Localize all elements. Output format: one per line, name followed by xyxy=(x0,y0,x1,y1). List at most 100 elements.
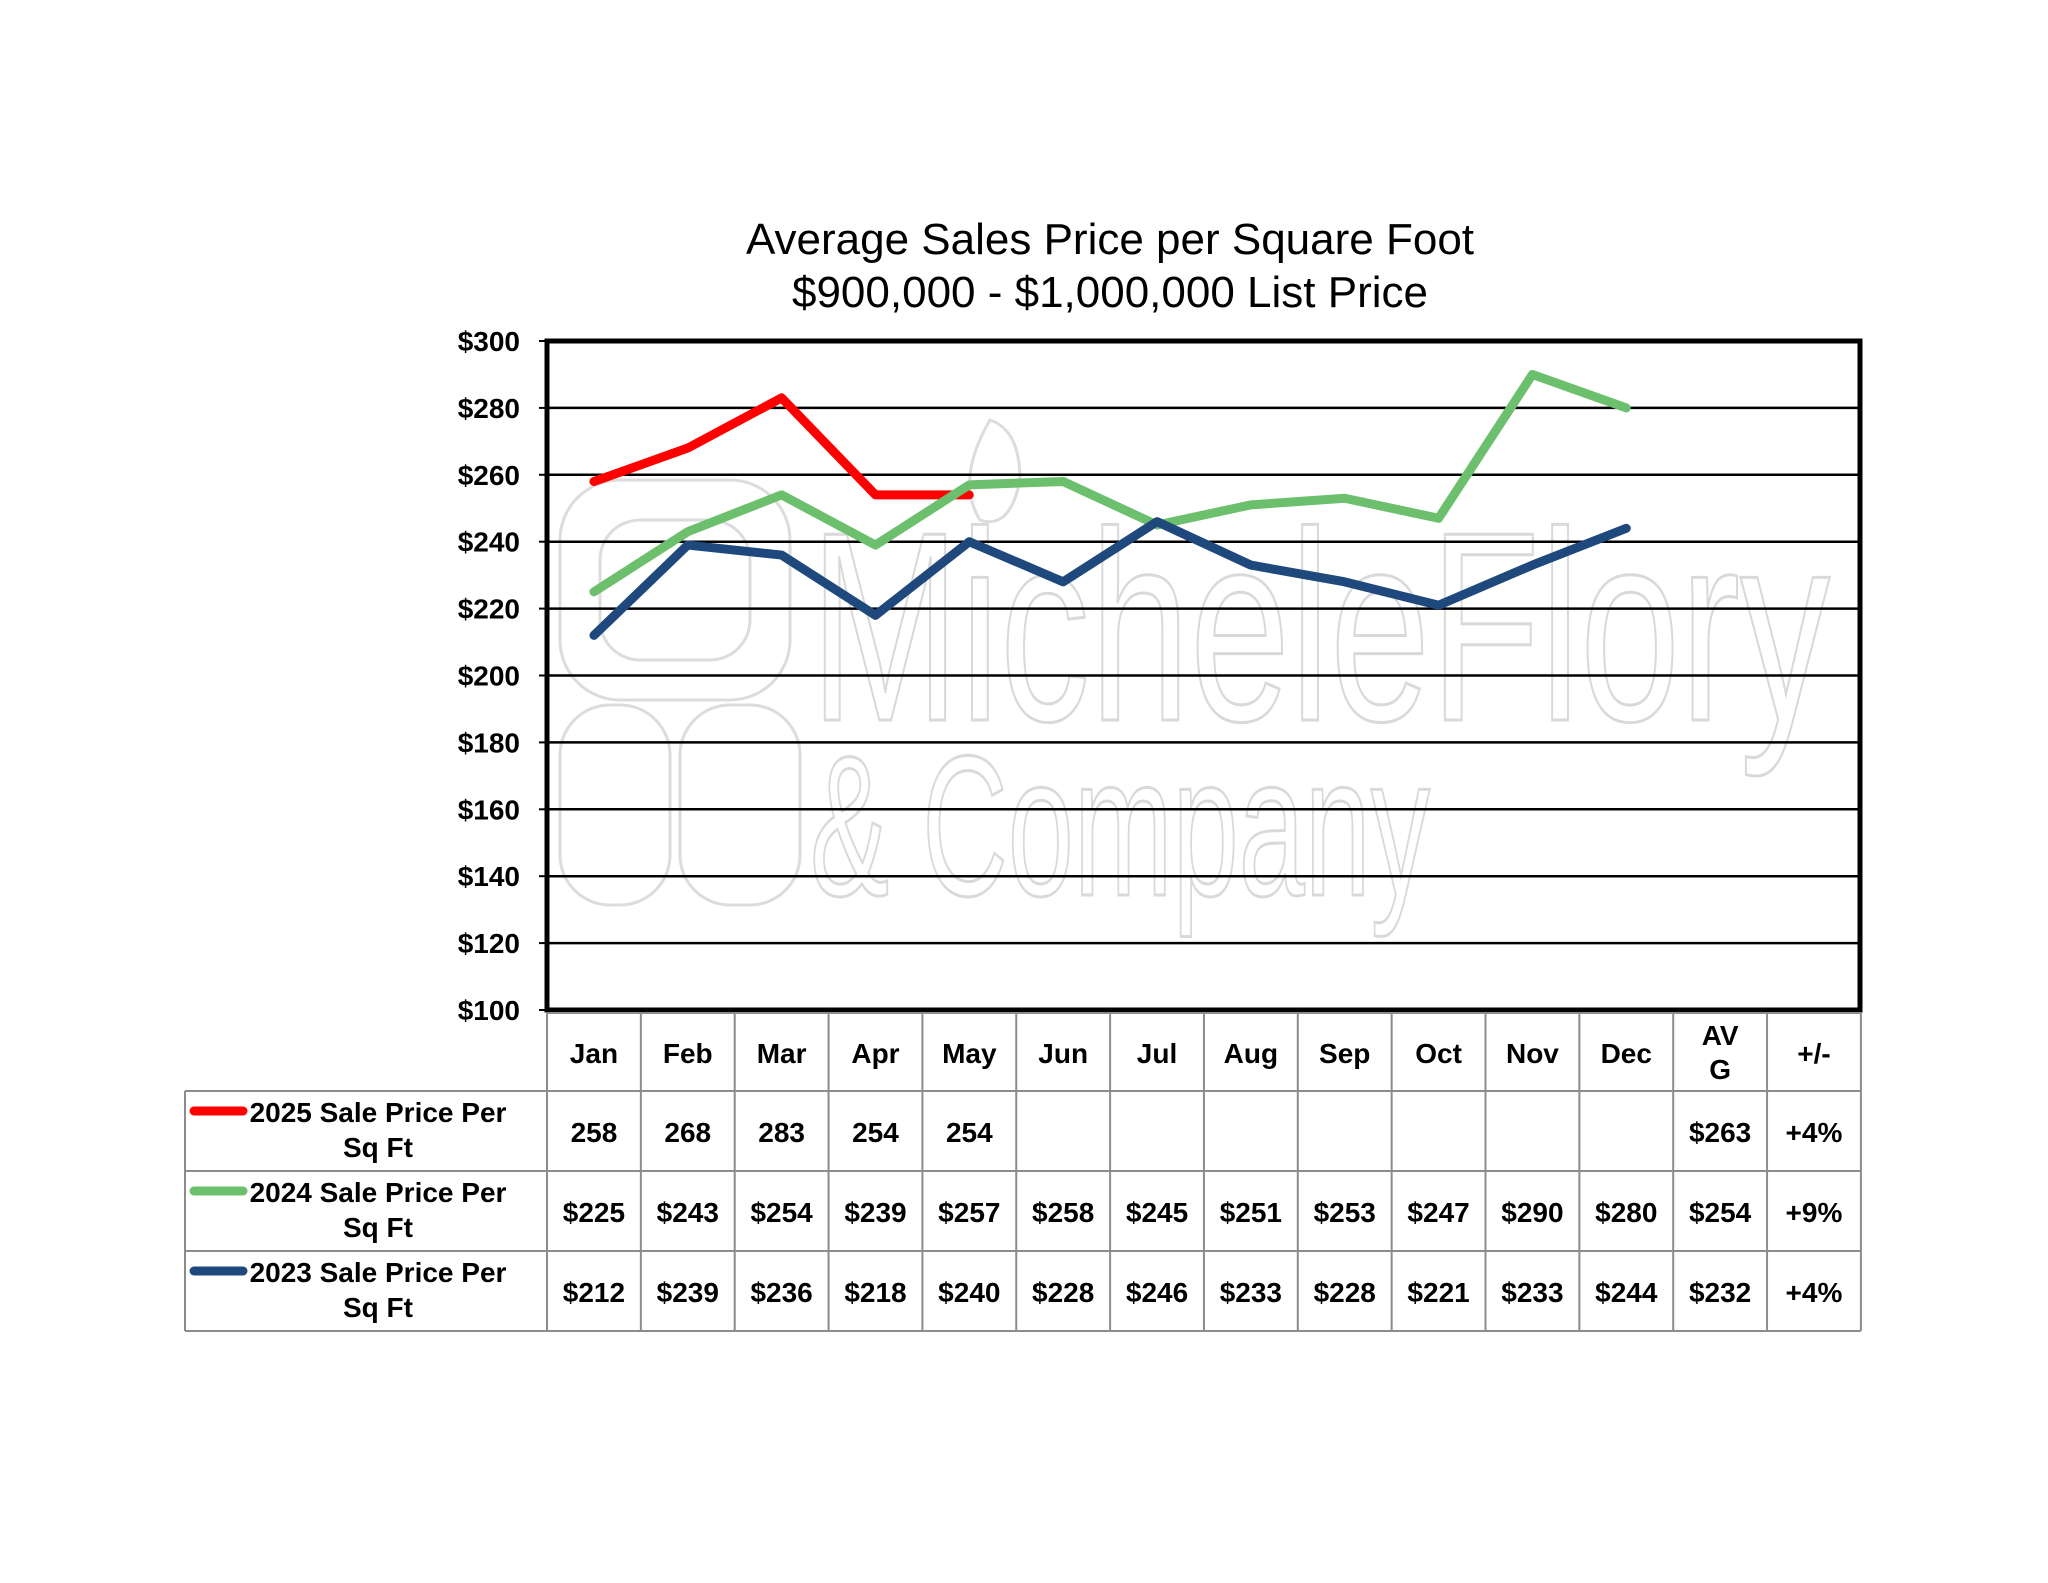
legend-label: 2025 Sale Price Per xyxy=(250,1097,507,1128)
x-tick-label: Jun xyxy=(1038,1038,1088,1069)
table-cell: $233 xyxy=(1220,1277,1282,1308)
data-point xyxy=(779,395,784,400)
chart-subtitle: $900,000 - $1,000,000 List Price xyxy=(792,268,1428,317)
data-point xyxy=(1342,496,1347,501)
x-tick-label: Jul xyxy=(1137,1038,1177,1069)
table-cell: $239 xyxy=(844,1197,906,1228)
data-point xyxy=(967,492,972,497)
data-point xyxy=(873,492,878,497)
data-point xyxy=(1061,479,1066,484)
table-cell: $221 xyxy=(1407,1277,1469,1308)
table-cell: $254 xyxy=(750,1197,813,1228)
table-cell-avg: $263 xyxy=(1689,1117,1751,1148)
legend-label: Sq Ft xyxy=(343,1212,413,1243)
table-cell: $212 xyxy=(563,1277,625,1308)
data-point xyxy=(1248,502,1253,507)
table-cell: $290 xyxy=(1501,1197,1563,1228)
table-cell: 254 xyxy=(946,1117,993,1148)
x-tick-label: Nov xyxy=(1506,1038,1559,1069)
data-point xyxy=(779,492,784,497)
y-tick-label: $280 xyxy=(458,393,520,424)
watermark: MicheleFlory & Company xyxy=(558,418,1832,940)
table-header-label: AV xyxy=(1702,1020,1739,1051)
data-point xyxy=(685,529,690,534)
table-cell: $247 xyxy=(1407,1197,1469,1228)
x-tick-label: Mar xyxy=(757,1038,807,1069)
data-point xyxy=(685,543,690,548)
data-point xyxy=(591,479,596,484)
legend-label: Sq Ft xyxy=(343,1132,413,1163)
table-cell-avg: $254 xyxy=(1689,1197,1752,1228)
data-point xyxy=(1624,526,1629,531)
legend-label: 2024 Sale Price Per xyxy=(250,1177,507,1208)
table-header-label: +/- xyxy=(1797,1038,1830,1069)
x-tick-label: Aug xyxy=(1224,1038,1278,1069)
table-cell: $280 xyxy=(1595,1197,1657,1228)
table-cell: $233 xyxy=(1501,1277,1563,1308)
y-axis: $100 $120 $140 $160 $180 $200 $220 $240 $260 $280… xyxy=(458,326,547,1026)
y-tick-label: $260 xyxy=(458,460,520,491)
table-cell: $246 xyxy=(1126,1277,1188,1308)
y-tick-label: $240 xyxy=(458,527,520,558)
x-tick-label: Jan xyxy=(570,1038,618,1069)
x-tick-label: Dec xyxy=(1601,1038,1652,1069)
table-cell: $225 xyxy=(563,1197,625,1228)
x-tick-label: May xyxy=(942,1038,997,1069)
table-cell: $251 xyxy=(1220,1197,1282,1228)
plot-frame xyxy=(544,338,1863,1013)
table-cell: $258 xyxy=(1032,1197,1094,1228)
data-point xyxy=(779,553,784,558)
table-cell: 254 xyxy=(852,1117,899,1148)
data-point xyxy=(1155,519,1160,524)
y-tick-label: $120 xyxy=(458,928,520,959)
table-cell-avg: $232 xyxy=(1689,1277,1751,1308)
watermark-line2: & Company xyxy=(810,715,1430,938)
data-point xyxy=(1061,579,1066,584)
data-table: Jan Feb Mar Apr May Jun Jul Aug Sep Oct Nov Dec AVG +… xyxy=(184,1012,1862,1332)
data-point xyxy=(1436,516,1441,521)
table-cell: 258 xyxy=(571,1117,618,1148)
data-point xyxy=(967,539,972,544)
table-cell: $240 xyxy=(938,1277,1000,1308)
data-point xyxy=(685,446,690,451)
x-tick-label: Oct xyxy=(1415,1038,1462,1069)
series-line xyxy=(589,369,1631,597)
table-cell-change: +9% xyxy=(1786,1197,1843,1228)
x-tick-label: Sep xyxy=(1319,1038,1370,1069)
table-cell: $243 xyxy=(657,1197,719,1228)
y-tick-label: $300 xyxy=(458,326,520,357)
legend-label: Sq Ft xyxy=(343,1292,413,1323)
data-point xyxy=(1342,579,1347,584)
data-point xyxy=(873,543,878,548)
data-point xyxy=(1624,405,1629,410)
table-cell: $257 xyxy=(938,1197,1000,1228)
data-point xyxy=(873,613,878,618)
table-cell: $245 xyxy=(1126,1197,1188,1228)
table-cell: $228 xyxy=(1032,1277,1094,1308)
data-point xyxy=(1436,603,1441,608)
table-cell-change: +4% xyxy=(1786,1277,1843,1308)
data-point xyxy=(967,482,972,487)
table-cell: $244 xyxy=(1595,1277,1658,1308)
table-cell: $218 xyxy=(844,1277,906,1308)
y-tick-label: $160 xyxy=(458,794,520,825)
data-point xyxy=(1530,372,1535,377)
data-point xyxy=(591,633,596,638)
x-tick-label: Apr xyxy=(851,1038,899,1069)
y-tick-label: $200 xyxy=(458,661,520,692)
x-tick-label: Feb xyxy=(663,1038,713,1069)
table-cell: $253 xyxy=(1314,1197,1376,1228)
series-line xyxy=(589,517,1631,640)
data-point xyxy=(1248,563,1253,568)
chart-title: Average Sales Price per Square Foot xyxy=(746,215,1474,264)
table-cell: 268 xyxy=(664,1117,711,1148)
table-cell: 283 xyxy=(758,1117,805,1148)
data-point xyxy=(1530,563,1535,568)
data-point xyxy=(591,589,596,594)
table-header-label: G xyxy=(1709,1054,1731,1085)
table-cell: $236 xyxy=(750,1277,812,1308)
y-tick-label: $220 xyxy=(458,594,520,625)
table-cell: $228 xyxy=(1314,1277,1376,1308)
y-tick-label: $180 xyxy=(458,727,520,758)
